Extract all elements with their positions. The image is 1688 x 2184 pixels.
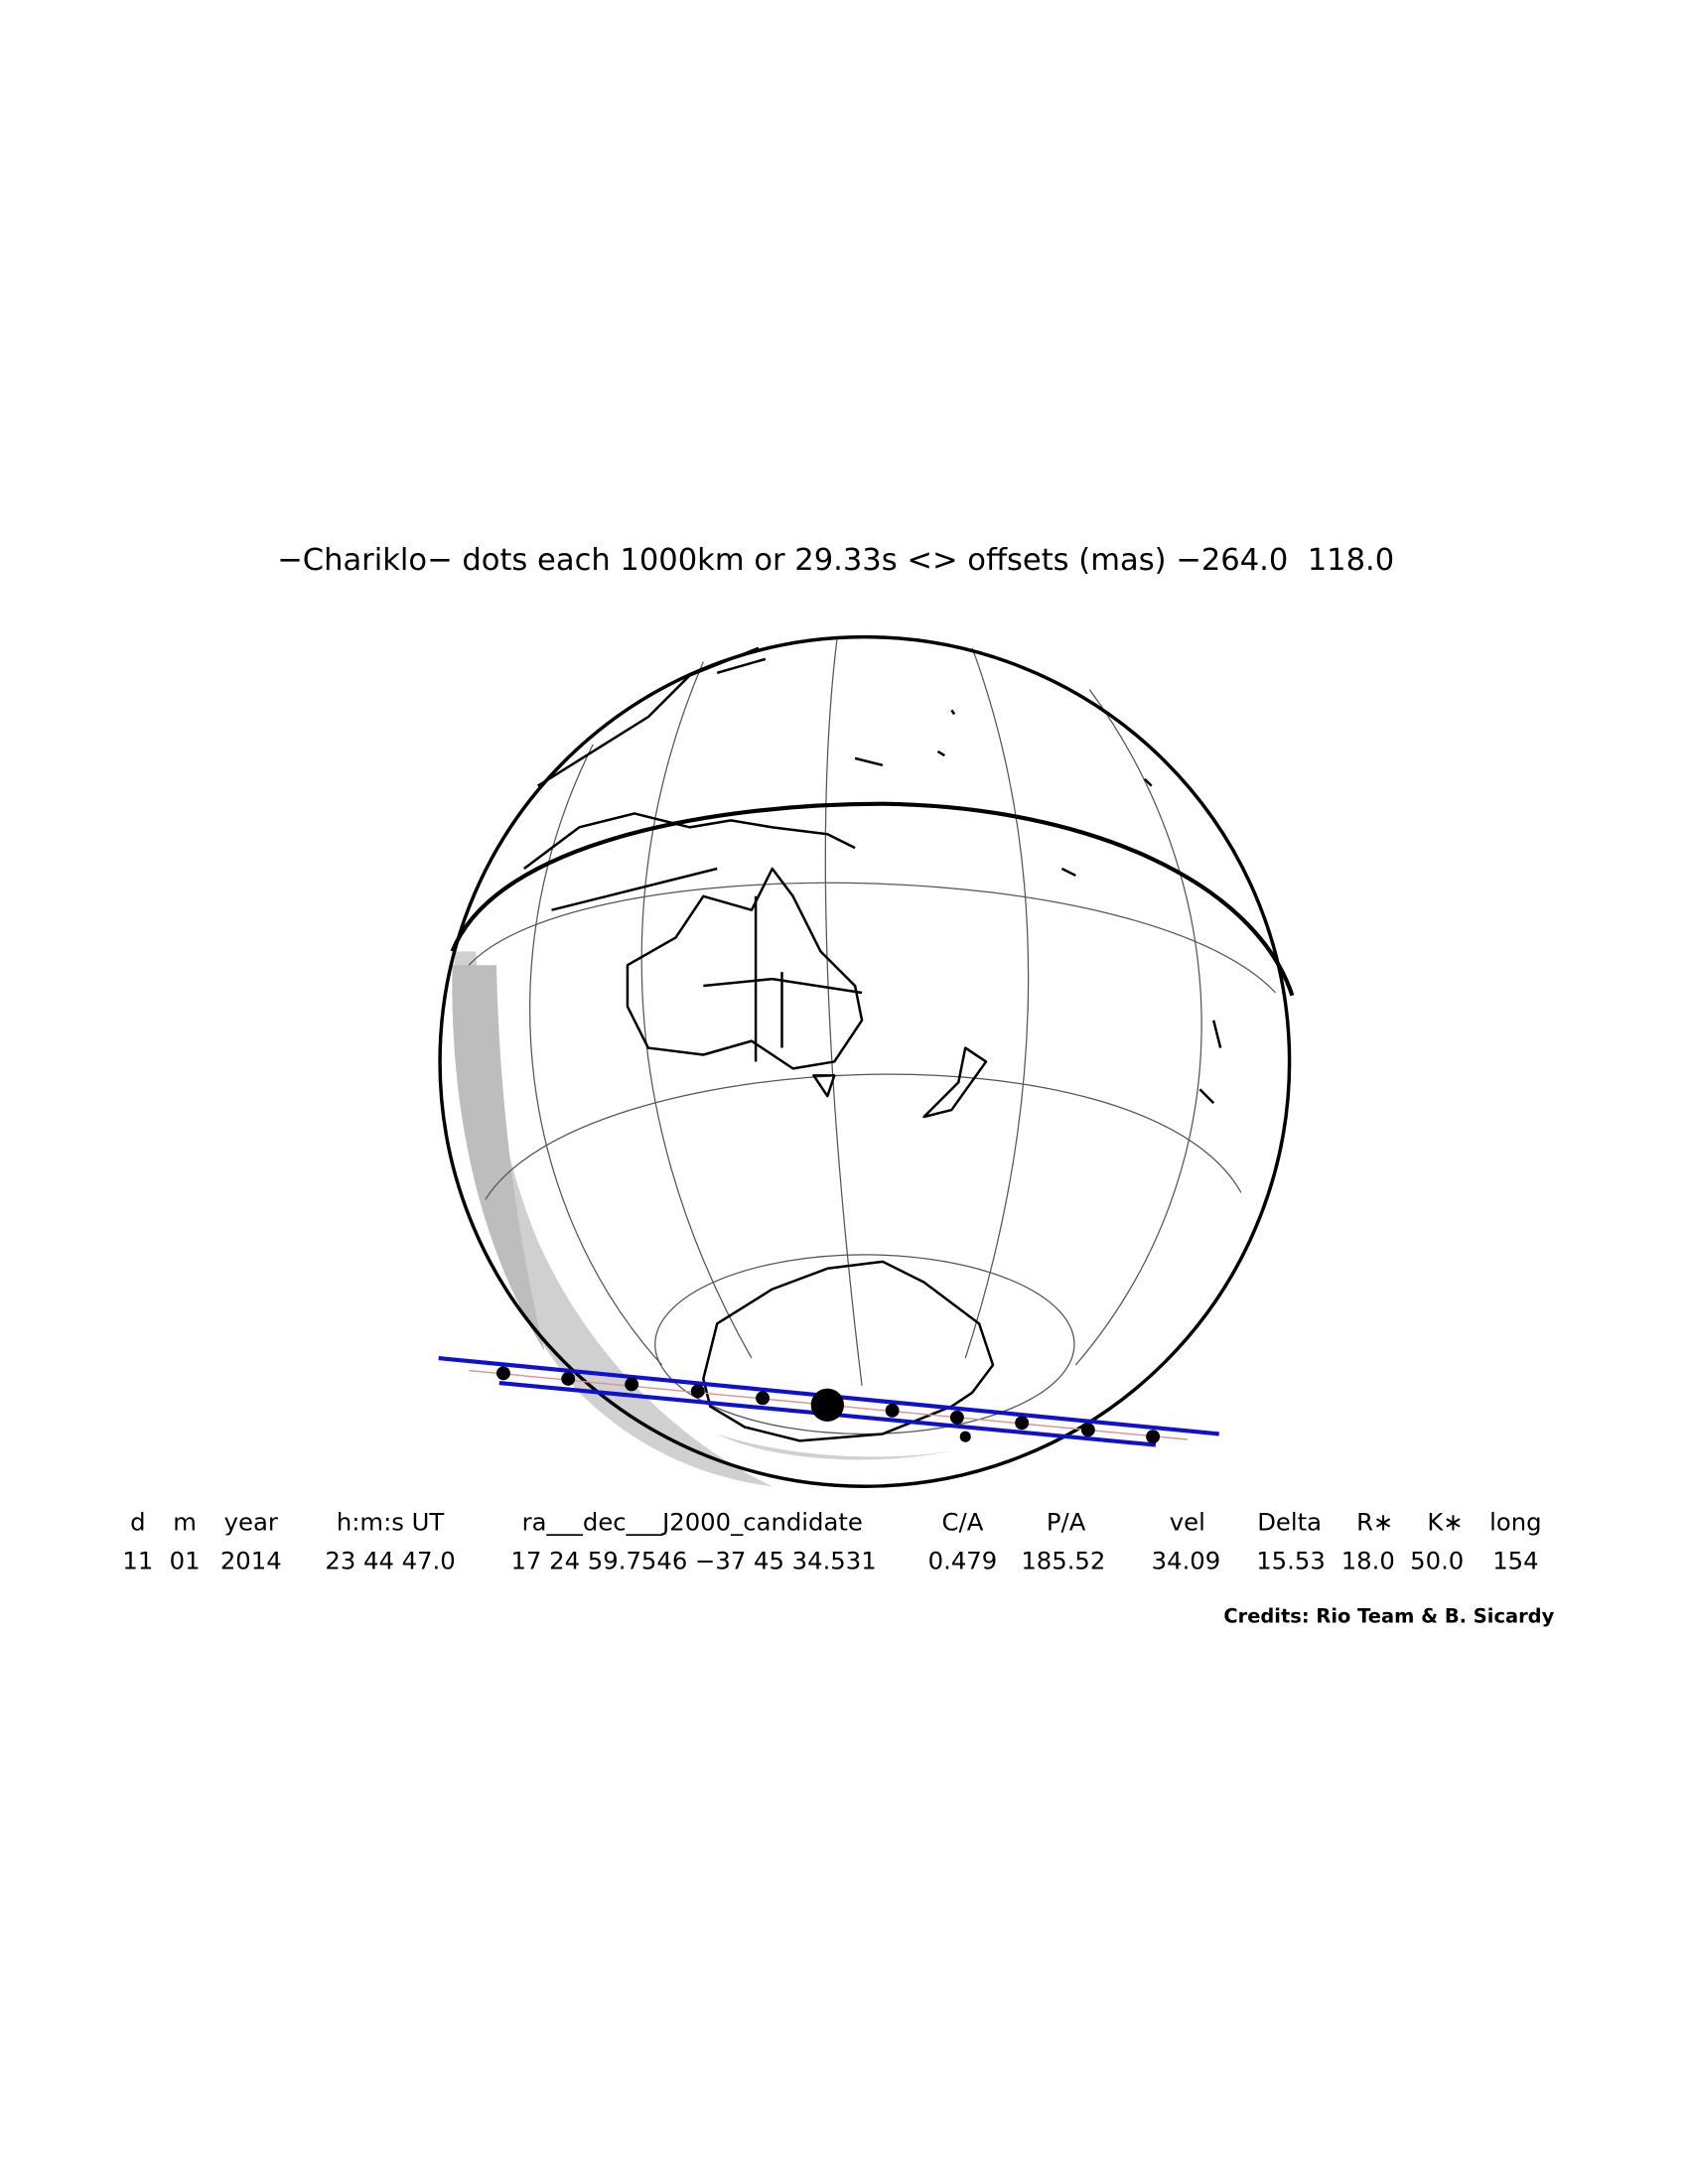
table-cell: 154 — [1492, 1547, 1538, 1575]
table-header: long — [1489, 1508, 1541, 1537]
table-cell: 185.52 — [1021, 1547, 1105, 1575]
table-header: d — [130, 1508, 145, 1537]
parameter-table: d m year h:m:s UT ra___dec___J2000_candidate… — [122, 1508, 1541, 1575]
table-cell: 11 — [122, 1547, 153, 1575]
table-header: m — [173, 1508, 197, 1537]
table-header: h:m:s UT — [337, 1508, 445, 1537]
title: −Chariklo− dots each 1000km or 29.33s <>… — [277, 543, 1394, 578]
table-header: R∗ — [1356, 1508, 1393, 1537]
globe — [438, 634, 1295, 1488]
table-cell: 34.09 — [1152, 1547, 1221, 1575]
table-cell: 01 — [170, 1547, 201, 1575]
table-cell: 0.479 — [928, 1547, 998, 1575]
table-header: ra___dec___J2000_candidate — [522, 1508, 863, 1537]
table-header: P/A — [1047, 1508, 1086, 1537]
table-header: K∗ — [1427, 1508, 1463, 1537]
table-cell: 2014 — [220, 1547, 282, 1575]
table-cell: 17 24 59.7546 −37 45 34.531 — [511, 1547, 877, 1575]
credits: Credits: Rio Team & B. Sicardy — [1223, 1605, 1554, 1628]
table-cell: 23 44 47.0 — [325, 1547, 455, 1575]
table-cell: 18.0 — [1341, 1547, 1395, 1575]
table-header: Delta — [1257, 1508, 1322, 1537]
table-header: C/A — [942, 1508, 984, 1537]
table-header: year — [224, 1508, 278, 1537]
occultation-path — [438, 1355, 1219, 1447]
table-cell: 15.53 — [1256, 1547, 1326, 1575]
table-cell: 50.0 — [1410, 1547, 1464, 1575]
table-header: vel — [1170, 1508, 1205, 1537]
